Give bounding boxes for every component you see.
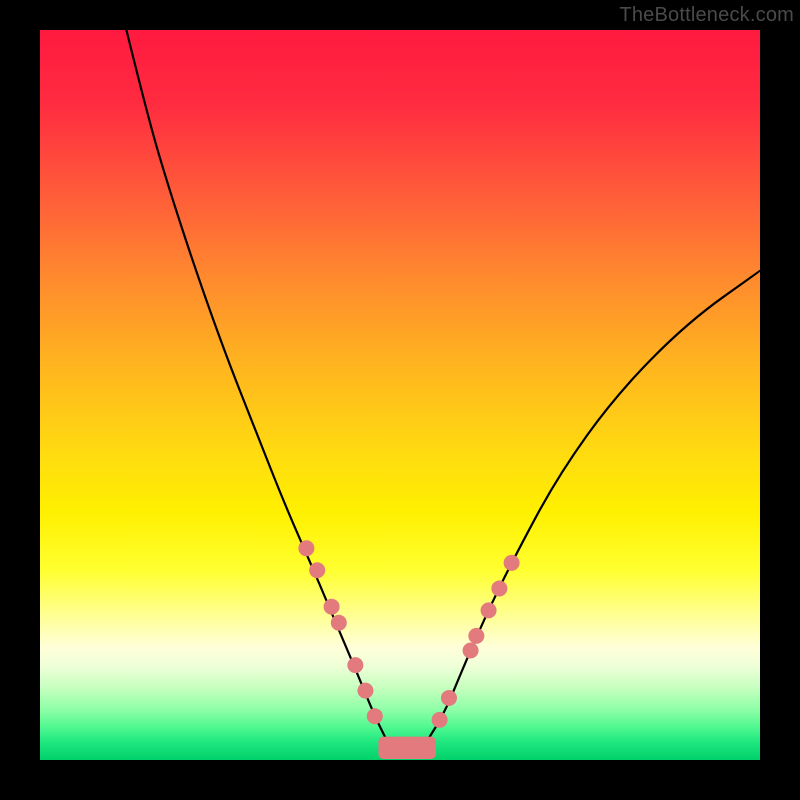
plot-background (40, 30, 760, 760)
data-point (432, 712, 448, 728)
data-point (468, 628, 484, 644)
optimal-range-bar (378, 737, 436, 759)
data-point (504, 555, 520, 571)
bottleneck-chart (0, 0, 800, 800)
data-point (298, 540, 314, 556)
data-point (357, 683, 373, 699)
data-point (347, 657, 363, 673)
watermark-text: TheBottleneck.com (619, 4, 794, 27)
data-point (331, 615, 347, 631)
data-point (481, 602, 497, 618)
data-point (367, 708, 383, 724)
data-point (441, 690, 457, 706)
data-point (491, 580, 507, 596)
chart-stage: TheBottleneck.com (0, 0, 800, 800)
data-point (324, 599, 340, 615)
data-point (463, 643, 479, 659)
data-point (309, 562, 325, 578)
